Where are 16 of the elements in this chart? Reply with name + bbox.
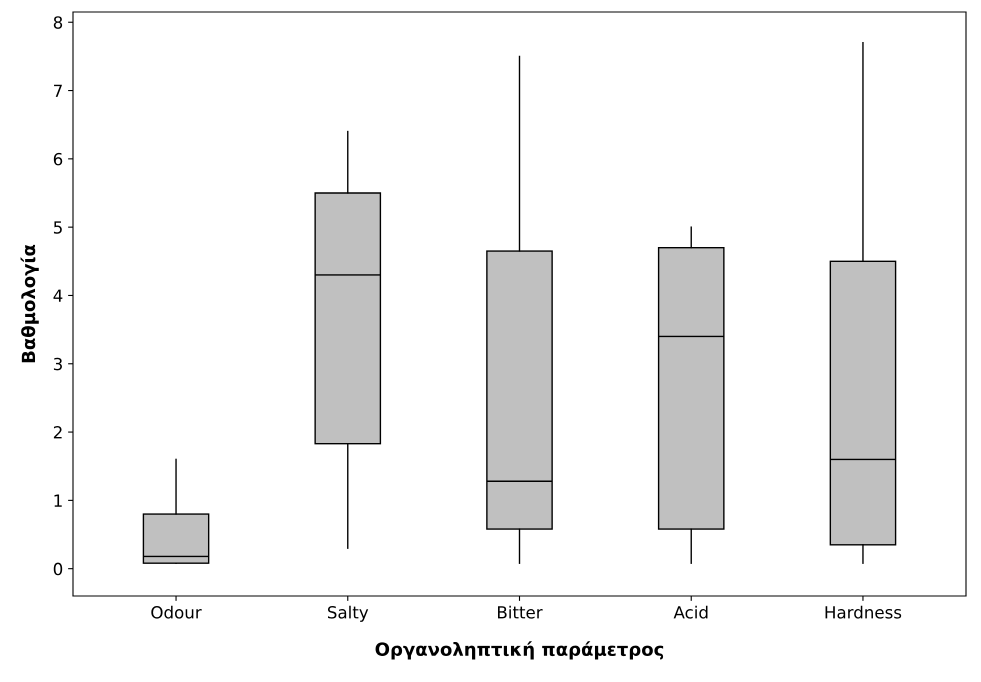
y-tick-label: 8 [54, 16, 62, 29]
x-tick-label: Bitter [498, 606, 543, 619]
y-tick-label: 4 [53, 290, 62, 302]
y-tick-label: 6 [54, 152, 62, 166]
y-tick-label: 7 [54, 84, 62, 97]
y-tick-label: 3 [54, 358, 62, 370]
y-tick-label: 2 [54, 426, 62, 438]
x-tick-label: Hardness [826, 606, 902, 619]
y-tick-label: 0 [54, 562, 62, 576]
x-tick-label: Odour [151, 606, 202, 619]
y-axis-title: Βαθμολογία [20, 244, 39, 362]
x-tick-label: Acid [674, 606, 708, 619]
y-tick-label: 1 [54, 494, 62, 507]
y-tick-label: 5 [54, 221, 62, 234]
x-axis-title: Οργανοληπτική παράμετρος [376, 641, 664, 660]
x-tick-label: Salty [328, 606, 368, 622]
